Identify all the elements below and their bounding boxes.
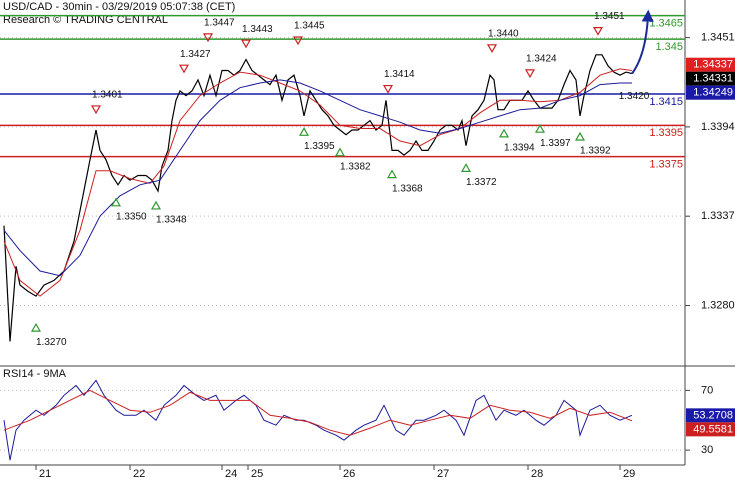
annotation-label: 1.3372 — [466, 177, 497, 188]
low-marker — [386, 169, 398, 179]
high-marker — [524, 69, 536, 79]
series-line — [3, 68, 633, 297]
high-marker — [382, 84, 394, 94]
annotation-label: 1.3348 — [156, 215, 187, 226]
y-tick-label: 70 — [701, 384, 713, 396]
annotation-label: 1.3392 — [580, 146, 611, 157]
high-marker — [292, 36, 304, 46]
high-marker — [90, 105, 102, 115]
chart-title: USD/CAD - 30min - 03/29/2019 05:07:38 (C… — [3, 1, 235, 13]
price-box-label: 1.34331 — [693, 73, 733, 85]
low-marker — [30, 322, 42, 332]
x-tick-label: 29 — [623, 468, 635, 480]
low-marker — [110, 197, 122, 207]
annotation-label: 1.3270 — [36, 337, 67, 348]
low-marker — [498, 128, 510, 138]
y-tick-label: 1.3451 — [701, 32, 735, 44]
annotation-label: 1.3447 — [204, 18, 235, 29]
annotation-label: 1.3427 — [180, 49, 211, 60]
price-box — [686, 71, 735, 86]
x-tick-label: 26 — [343, 468, 355, 480]
high-marker — [178, 64, 190, 74]
annotation-label: 1.3443 — [242, 24, 273, 35]
price-box — [686, 57, 735, 72]
x-tick-label: 25 — [251, 468, 263, 480]
low-marker — [534, 123, 546, 133]
annotation-label: 1.3397 — [540, 138, 571, 149]
series-line — [3, 389, 633, 436]
level-label: 1.3375 — [649, 159, 683, 171]
annotation-label: 1.3414 — [384, 69, 415, 80]
panel-title: RSI14 - 9MA — [3, 368, 67, 380]
annotation-label: 1.3424 — [526, 54, 557, 65]
x-tick-label: 22 — [133, 468, 145, 480]
annotation-label: 1.3368 — [392, 183, 423, 194]
y-tick-label: 1.3280 — [701, 299, 735, 311]
high-marker — [592, 26, 604, 36]
y-tick-label: 1.3394 — [701, 121, 735, 133]
level-label: 1.345 — [655, 41, 683, 53]
annotation-label: 1.3350 — [116, 211, 147, 222]
low-marker — [334, 147, 346, 157]
low-marker — [150, 200, 162, 210]
annotation-label: 1.3440 — [488, 28, 519, 39]
high-marker — [240, 39, 252, 49]
annotation-label: 1.3451 — [594, 11, 625, 22]
annotation-label: 1.3445 — [294, 21, 325, 32]
annotation-label: 1.3420 — [619, 91, 650, 102]
series-line — [3, 79, 632, 277]
chart-subtitle: Research © TRADING CENTRAL — [3, 14, 168, 26]
price-box-label: 1.34337 — [693, 59, 733, 71]
annotation-label: 1.3395 — [304, 141, 335, 152]
low-marker — [460, 163, 472, 172]
y-tick-label: 30 — [701, 444, 713, 456]
annotation-label: 1.3401 — [92, 90, 123, 101]
price-box — [686, 408, 735, 423]
level-label: 1.3415 — [649, 96, 683, 108]
x-tick-label: 28 — [531, 468, 543, 480]
price-box-label: 53.2708 — [693, 409, 733, 421]
annotation-label: 1.3394 — [504, 143, 535, 154]
x-tick-label: 21 — [39, 468, 51, 480]
series-line — [3, 379, 633, 461]
high-marker — [486, 44, 498, 54]
projection-arrow — [631, 9, 654, 75]
price-box — [686, 85, 735, 100]
low-marker — [574, 131, 586, 141]
price-box-label: 1.34249 — [693, 87, 733, 99]
x-tick-label: 27 — [437, 468, 449, 480]
x-tick-label: 24 — [225, 468, 237, 480]
low-marker — [298, 127, 310, 136]
price-box-label: 49.5581 — [693, 423, 733, 435]
annotation-label: 1.3382 — [340, 161, 371, 172]
high-marker — [202, 33, 214, 43]
y-tick-label: 1.3337 — [701, 210, 735, 222]
level-label: 1.3395 — [649, 127, 683, 139]
level-label: 1.3465 — [649, 18, 683, 30]
price-box — [686, 422, 735, 437]
